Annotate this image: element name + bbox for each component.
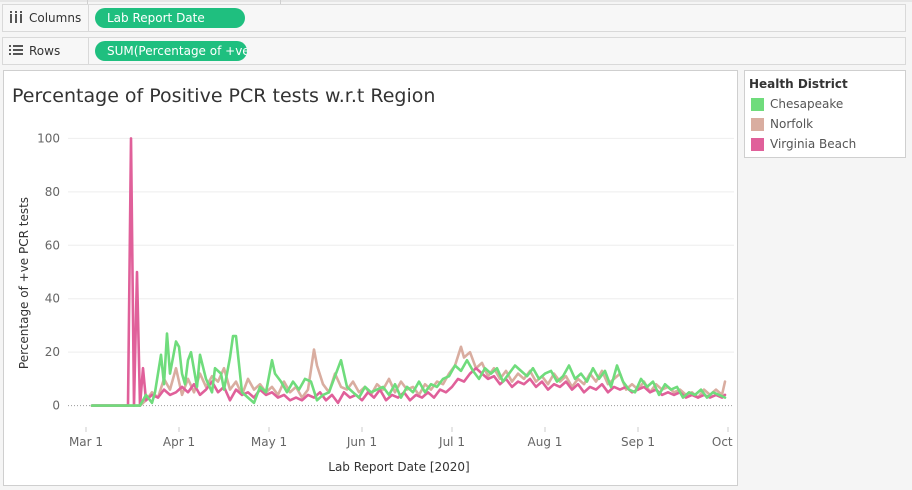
legend-swatch-norfolk: [751, 117, 764, 131]
x-tick-label: May 1: [251, 435, 287, 449]
top-divider: [0, 0, 912, 4]
y-tick-label: 100: [37, 131, 60, 145]
rows-shelf-label: Rows: [3, 38, 89, 64]
rows-label: Rows: [29, 44, 61, 58]
legend-item-chesapeake[interactable]: Chesapeake: [751, 96, 843, 112]
y-tick-label: 0: [52, 399, 60, 413]
legend-item-norfolk[interactable]: Norfolk: [751, 116, 813, 132]
legend-panel: Health District Chesapeake Norfolk Virgi…: [744, 70, 906, 158]
legend-label-chesapeake: Chesapeake: [770, 97, 844, 111]
y-tick-label: 80: [45, 185, 60, 199]
legend-title: Health District: [749, 77, 848, 91]
x-tick-label: Apr 1: [163, 435, 195, 449]
rows-pill-sum-percentage[interactable]: SUM(Percentage of +ve...: [95, 41, 247, 61]
series-line-chesapeake[interactable]: [90, 332, 727, 407]
divider-tick: [280, 0, 281, 4]
legend-swatch-virginia-beach: [751, 137, 764, 151]
columns-shelf[interactable]: Columns Lab Report Date: [2, 4, 906, 32]
rows-shelf[interactable]: Rows SUM(Percentage of +ve...: [2, 37, 906, 65]
series-line-virginia-beach[interactable]: [90, 137, 727, 407]
x-tick-label: Aug 1: [528, 435, 563, 449]
chart-view[interactable]: Percentage of Positive PCR tests w.r.t R…: [3, 70, 738, 486]
x-axis-label: Lab Report Date [2020]: [328, 460, 469, 474]
x-tick-label: Oct 1: [712, 435, 737, 449]
columns-shelf-label: Columns: [3, 5, 89, 31]
legend-swatch-chesapeake: [751, 97, 764, 111]
divider-tick: [87, 0, 88, 4]
columns-icon: [9, 10, 25, 26]
legend-item-virginia-beach[interactable]: Virginia Beach: [751, 136, 856, 152]
chart-title: Percentage of Positive PCR tests w.r.t R…: [12, 85, 436, 107]
legend-label-norfolk: Norfolk: [770, 117, 814, 131]
y-tick-label: 40: [45, 292, 60, 306]
legend-label-virginia-beach: Virginia Beach: [770, 137, 857, 151]
y-tick-label: 60: [45, 238, 60, 252]
x-tick-label: Jun 1: [346, 435, 377, 449]
x-tick-label: Sep 1: [621, 435, 655, 449]
x-tick-label: Jul 1: [438, 435, 465, 449]
line-chart[interactable]: 0 20 40 60 80 100 Mar 1 Apr 1 May 1 Jun 1 Jul 1 Au…: [4, 71, 737, 485]
y-axis-label: Percentage of +ve PCR tests: [17, 197, 31, 369]
columns-label: Columns: [29, 11, 82, 25]
x-tick-label: Mar 1: [69, 435, 103, 449]
columns-pill-lab-report-date[interactable]: Lab Report Date: [95, 8, 245, 28]
y-tick-label: 20: [45, 345, 60, 359]
rows-icon: [9, 44, 25, 59]
